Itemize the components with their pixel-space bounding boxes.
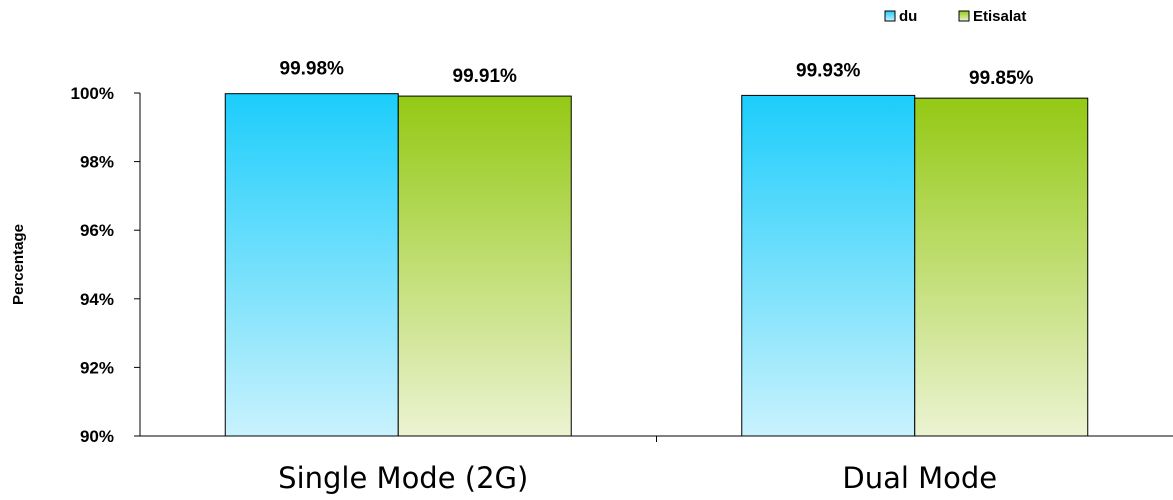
data-labels: 99.98% 99.91% 99.93% 99.85% — [280, 59, 1034, 89]
data-label: 99.91% — [453, 66, 518, 87]
category-label: Single Mode (2G) — [278, 461, 528, 495]
data-label: 99.93% — [796, 60, 861, 81]
y-axis-ticks: 90% 92% 94% 96% 98% 100% — [71, 84, 140, 446]
bar-etisalat-1 — [914, 97, 1089, 437]
y-axis-title: Percentage — [10, 224, 27, 305]
legend-swatch-etisalat — [958, 10, 970, 22]
y-tick-label: 100% — [71, 84, 114, 103]
axes — [139, 93, 1173, 442]
legend-swatch-du — [884, 10, 896, 22]
bar-etisalat-0 — [397, 95, 572, 437]
category-labels: Single Mode (2G) Dual Mode — [278, 461, 997, 495]
y-tick-label: 98% — [80, 153, 114, 172]
bar-du-1 — [741, 94, 916, 437]
legend-label: Etisalat — [973, 8, 1026, 25]
bars — [224, 93, 1089, 437]
legend: du Etisalat — [884, 8, 1026, 25]
data-label: 99.98% — [280, 59, 345, 80]
category-label: Dual Mode — [842, 461, 997, 495]
y-tick-label: 96% — [80, 221, 114, 240]
legend-label: du — [899, 8, 917, 25]
y-tick-label: 92% — [80, 358, 114, 377]
data-label: 99.85% — [969, 68, 1034, 89]
y-tick-label: 94% — [80, 290, 114, 309]
bar-du-0 — [224, 93, 399, 437]
y-tick-label: 90% — [80, 427, 114, 446]
